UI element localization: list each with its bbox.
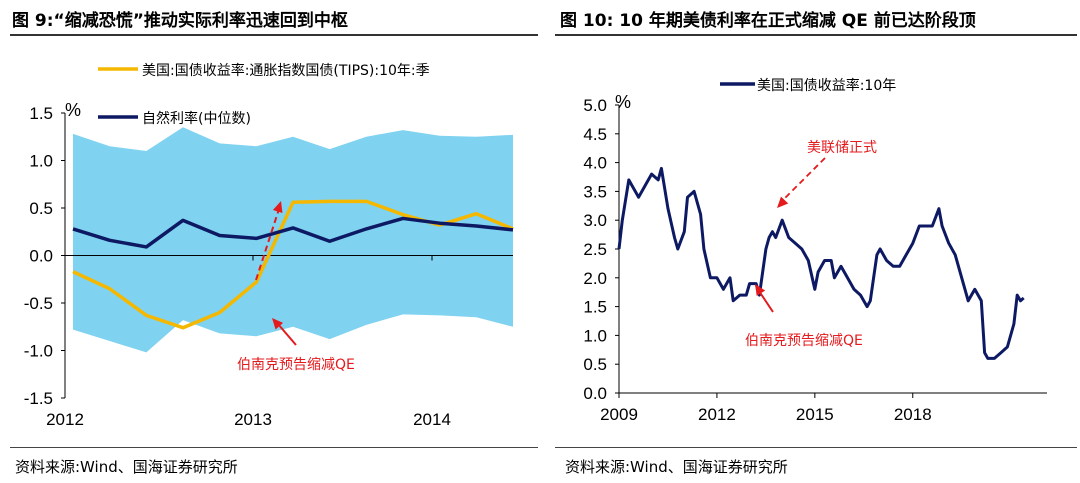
y-tick-label: 0.5: [583, 355, 607, 374]
legend-natural-label: 自然利率(中位数): [142, 110, 251, 127]
right-title-rule: [555, 34, 1077, 36]
left-bottom-rule: [10, 447, 538, 448]
y-unit-label: %: [615, 92, 631, 112]
y-tick-label: 1.5: [583, 298, 607, 317]
annotation-label: 伯南克预告缩减QE: [237, 357, 355, 373]
y-tick-label: -1.5: [24, 389, 53, 408]
annotation-arrow-line: [277, 323, 297, 346]
y-tick-label: 3.0: [583, 211, 607, 230]
y-tick-label: 1.0: [29, 152, 53, 171]
y-tick-label: 0.0: [29, 247, 53, 266]
x-tick-label: 2018: [894, 405, 932, 424]
dashed-arrowhead: [272, 201, 283, 213]
tips-yield-line: [72, 199, 514, 330]
y-tick-label: 2.5: [583, 240, 607, 259]
left-title-rule: [10, 34, 538, 36]
annotation-bottom-label: 伯南克预告缩减QE: [745, 333, 863, 349]
y-tick-label: -0.5: [24, 294, 53, 313]
y-tick-label: 1.5: [29, 104, 53, 123]
right-source-note: 资料来源:Wind、国海证券研究所: [565, 458, 788, 476]
left-chart-title: 图 9:“缩减恐慌”推动实际利率迅速回到中枢: [12, 11, 348, 31]
natural-rate-range-band: [73, 127, 513, 353]
right-bottom-rule: [555, 447, 1077, 448]
y-tick-label: 3.5: [583, 182, 607, 201]
natural-rate-line: [72, 216, 514, 249]
x-tick-label: 2014: [413, 410, 451, 429]
left-chart-svg: -1.5 -1.0 -0.5 0.0 0.5 1.0 1.5 2012 2013 2014% 美国:…: [24, 62, 514, 429]
x-tick-label: 2012: [698, 405, 736, 424]
treasury-yield-line: [617, 166, 1025, 360]
dashed-arrowhead: [777, 196, 789, 208]
x-tick-label: 2009: [600, 405, 638, 424]
right-chart-svg: 0.0 0.5 1.0 1.5 2.0 2.5 3.0 3.5 4.0 4.5 5.0 2009 201…: [583, 77, 1047, 424]
x-tick-label: 2015: [796, 405, 834, 424]
y-tick-label: 4.5: [583, 125, 607, 144]
y-tick-label: -1.0: [24, 342, 53, 361]
x-tick-label: 2013: [234, 410, 272, 429]
y-tick-label: 5.0: [583, 96, 607, 115]
left-chart-panel: 图 9:“缩减恐慌”推动实际利率迅速回到中枢 -1.5 -1.0 -0.5 0.0 0.…: [10, 11, 538, 476]
annotation-top-label: 美联储正式: [807, 140, 877, 156]
annotation-arrowhead: [755, 284, 766, 296]
y-tick-label: 4.0: [583, 154, 607, 173]
y-unit-label: %: [65, 100, 81, 120]
y-tick-label: 0.0: [583, 384, 607, 403]
annotation-arrow-line: [758, 290, 774, 313]
legend-label: 美国:国债收益率:10年: [757, 77, 896, 94]
dashed-arrow-line: [255, 208, 280, 281]
right-chart-panel: 图 10: 10 年期美债利率在正式缩减 QE 前已达阶段顶 0.0 0.5 1.0…: [545, 0, 1080, 483]
legend-tips-label: 美国:国债收益率:通胀指数国债(TIPS):10年:季: [142, 62, 430, 79]
right-chart-title: 图 10: 10 年期美债利率在正式缩减 QE 前已达阶段顶: [560, 11, 976, 31]
left-source-note: 资料来源:Wind、国海证券研究所: [15, 458, 238, 476]
y-tick-label: 0.5: [29, 199, 53, 218]
x-tick-label: 2012: [46, 410, 84, 429]
dashed-arrow-line: [782, 157, 826, 201]
y-tick-label: 2.0: [583, 269, 607, 288]
annotation-arrowhead: [272, 318, 284, 330]
y-tick-label: 1.0: [583, 326, 607, 345]
